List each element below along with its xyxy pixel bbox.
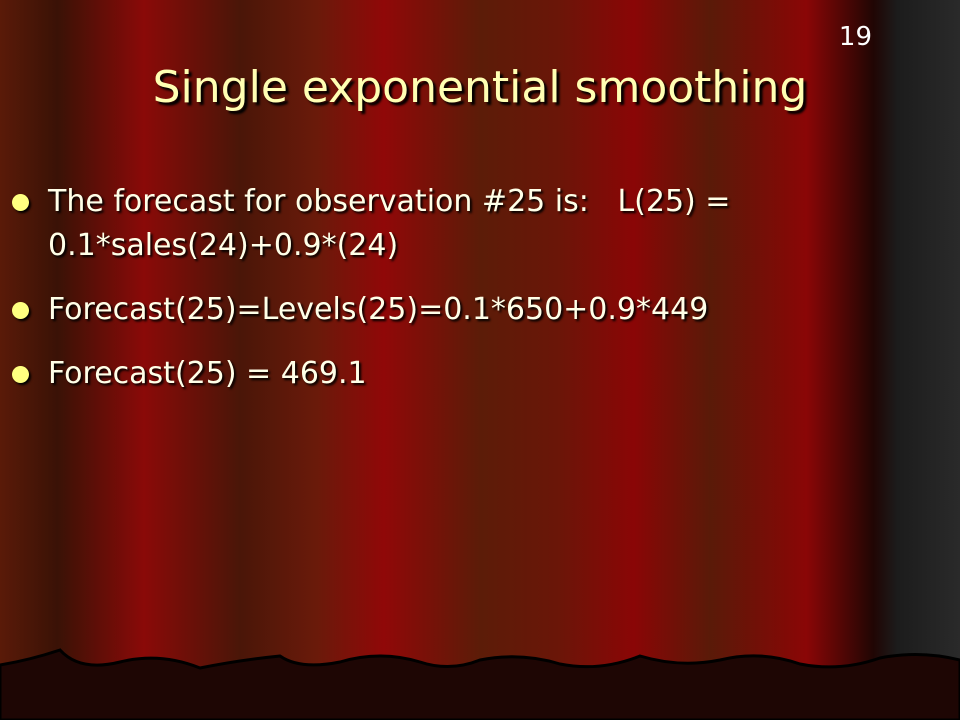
bullet-text: Forecast(25)=Levels(25)=0.1*650+0.9*449 bbox=[48, 292, 709, 327]
bullet-dot bbox=[12, 194, 29, 211]
slide-number: 19 bbox=[838, 22, 872, 52]
bullet-list: The forecast for observation #25 is: L(2… bbox=[0, 180, 880, 416]
bullet-item: The forecast for observation #25 is: L(2… bbox=[0, 180, 880, 268]
bullet-text: The forecast for observation #25 is: L(2… bbox=[48, 184, 740, 263]
bullet-dot bbox=[12, 302, 29, 319]
slide-title: Single exponential smoothing bbox=[152, 62, 808, 113]
bullet-text: Forecast(25) = 469.1 bbox=[48, 356, 367, 391]
bullet-item: Forecast(25)=Levels(25)=0.1*650+0.9*449 bbox=[0, 288, 880, 332]
bullet-item: Forecast(25) = 469.1 bbox=[0, 352, 880, 396]
bullet-dot bbox=[12, 366, 29, 383]
